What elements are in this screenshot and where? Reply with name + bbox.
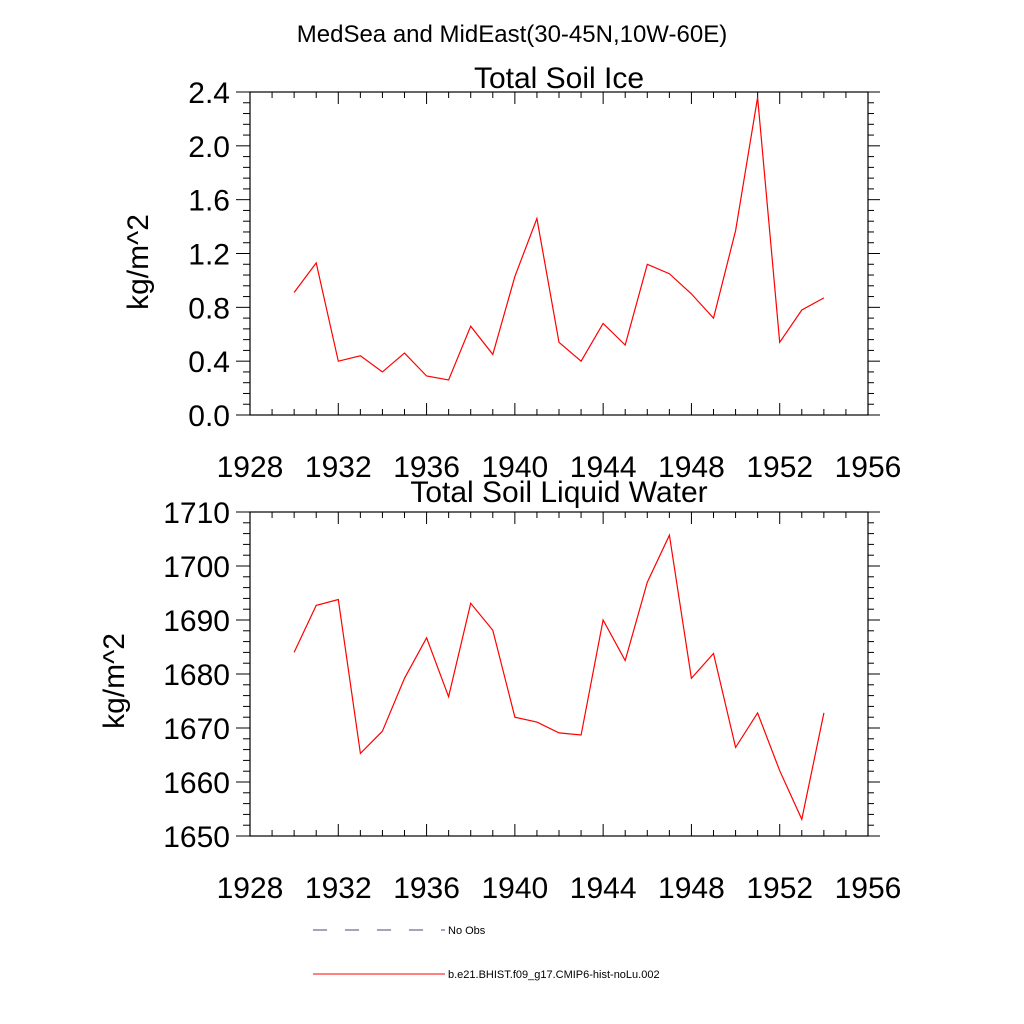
x-tick-label: 1956 <box>835 451 902 484</box>
chart-title: Total Soil Liquid Water <box>410 476 707 509</box>
y-tick-label: 1650 <box>163 821 230 854</box>
chart-panel-soil-liquid-water: Total Soil Liquid Water kg/m^2 1928 1932 193… <box>98 476 901 905</box>
x-tick-label: 1936 <box>393 451 460 484</box>
y-tick-label: 1670 <box>163 713 230 746</box>
series-line <box>293 533 825 822</box>
y-axis-label: kg/m^2 <box>98 633 131 729</box>
y-axis-label: kg/m^2 <box>122 214 155 310</box>
y-tick-label: 0.0 <box>188 400 230 433</box>
y-tick-label: 1.2 <box>188 239 230 272</box>
plot-frame <box>249 91 869 416</box>
y-tick-label: 0.4 <box>188 346 230 379</box>
x-tick-label: 1932 <box>305 451 372 484</box>
x-tick-label: 1952 <box>746 872 813 905</box>
y-tick-label: 2.4 <box>188 77 230 110</box>
x-tick-label: 1948 <box>658 451 725 484</box>
x-tick-label: 1932 <box>305 872 372 905</box>
x-tick-label: 1948 <box>658 872 725 905</box>
chart-title: Total Soil Ice <box>474 62 644 95</box>
x-tick-label: 1928 <box>217 451 284 484</box>
x-tick-label: 1928 <box>217 872 284 905</box>
x-tick-label: 1944 <box>570 872 637 905</box>
x-tick-label: 1944 <box>570 451 637 484</box>
plot-frame <box>249 511 869 837</box>
y-tick-label: 1680 <box>163 659 230 692</box>
chart-panel-soil-ice: Total Soil Ice kg/m^2 1928 1932 1936 1940 1944… <box>122 62 901 484</box>
legend: No Obs b.e21.BHIST.f09_g17.CMIP6-hist-noL… <box>313 925 660 981</box>
y-tick-label: 2.0 <box>188 131 230 164</box>
y-tick-label: 1700 <box>163 551 230 584</box>
figure-suptitle: MedSea and MidEast(30-45N,10W-60E) <box>297 21 727 48</box>
y-tick-label: 1690 <box>163 605 230 638</box>
y-tick-label: 1660 <box>163 767 230 800</box>
legend-label: No Obs <box>448 925 486 937</box>
y-tick-label: 1.6 <box>188 185 230 218</box>
x-tick-label: 1936 <box>393 872 460 905</box>
series-line <box>293 97 825 381</box>
x-tick-label: 1940 <box>481 872 548 905</box>
x-tick-label: 1940 <box>481 451 548 484</box>
x-tick-label: 1952 <box>746 451 813 484</box>
x-tick-label: 1956 <box>835 872 902 905</box>
legend-label: b.e21.BHIST.f09_g17.CMIP6-hist-noLu.002 <box>448 969 660 981</box>
y-tick-label: 0.8 <box>188 292 230 325</box>
y-tick-label: 1710 <box>163 497 230 530</box>
